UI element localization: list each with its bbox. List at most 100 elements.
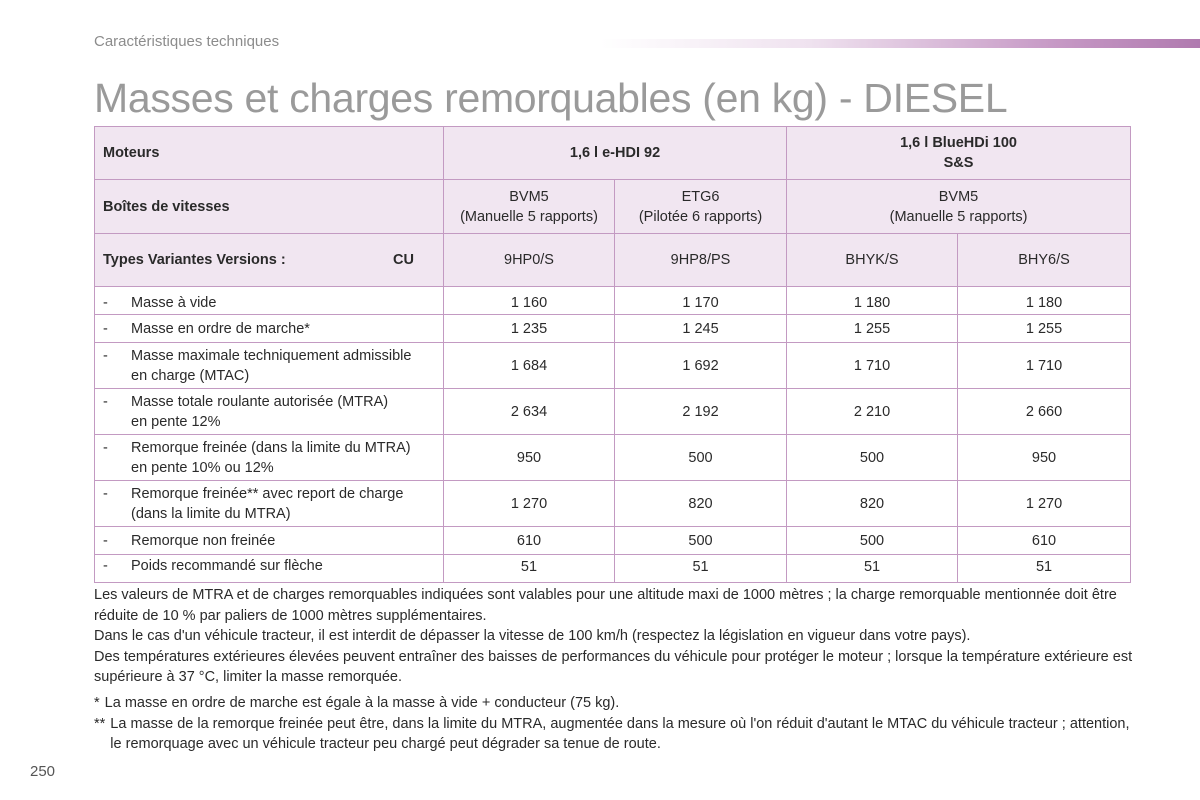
- table-row: - Masse à vide 1 160 1 170 1 180 1 180: [94, 286, 1132, 315]
- value-cell: 500: [613, 526, 788, 555]
- value-cell: 950: [957, 434, 1132, 481]
- row-label: Remorque freinée (dans la limite du MTRA…: [131, 439, 411, 456]
- table-row: - Remorque freinée (dans la limite du MTR…: [94, 434, 1132, 481]
- footnote: * La masse en ordre de marche est égale …: [94, 693, 1144, 714]
- value-cell: 1 270: [443, 480, 615, 527]
- value-cell: 610: [957, 526, 1132, 555]
- table-row: - Remorque non freinée 610 500 500 610: [94, 526, 1132, 555]
- motor-2-header: 1,6 l BlueHDi 100 S&S: [786, 126, 1132, 180]
- row-label: Masse en ordre de marche*: [131, 320, 310, 337]
- footnote-text: La masse en ordre de marche est égale à …: [104, 695, 620, 711]
- row-label-cell: - Masse maximale techniquement admissible…: [94, 342, 444, 389]
- value-cell: 1 235: [443, 314, 615, 343]
- row-label-continued: en pente 12%: [131, 413, 221, 430]
- row-label-cell: - Masse totale roulante autorisée (MTRA) e…: [94, 388, 444, 435]
- value-cell: 610: [443, 526, 615, 555]
- value-cell: 500: [613, 434, 788, 481]
- list-dash: -: [103, 320, 108, 337]
- gearbox-row: Boîtes de vitesses BVM5 (Manuelle 5 rapp…: [94, 179, 1132, 234]
- footnotes: * La masse en ordre de marche est égale …: [94, 693, 1144, 755]
- gearbox-detail: (Manuelle 5 rapports): [460, 208, 598, 225]
- table-row: - Masse en ordre de marche* 1 235 1 245 1 25…: [94, 314, 1132, 343]
- type-code: BHYK/S: [786, 233, 959, 287]
- list-dash: -: [103, 485, 108, 502]
- note-paragraph: Des températures extérieures élevées peu…: [94, 648, 1133, 686]
- weights-table: Moteurs 1,6 l e-HDI 92 1,6 l BlueHDi 100…: [94, 126, 1132, 583]
- row-label-cell: - Remorque freinée** avec report de charg…: [94, 480, 444, 527]
- footnote: ** La masse de la remorque freinée peut …: [94, 714, 1144, 755]
- value-cell: 1 255: [957, 314, 1132, 343]
- row-label-cell: - Masse à vide: [94, 286, 444, 315]
- row-label: Masse maximale techniquement admissible: [131, 347, 412, 364]
- note-paragraph: Les valeurs de MTRA et de charges remorq…: [94, 587, 1117, 624]
- value-cell: 2 660: [957, 388, 1132, 435]
- value-cell: 1 710: [786, 342, 959, 389]
- gearbox-name: BVM5: [509, 188, 549, 205]
- notes: Les valeurs de MTRA et de charges remorq…: [94, 585, 1144, 688]
- row-label-continued: (dans la limite du MTRA): [131, 505, 291, 522]
- value-cell: 500: [786, 526, 959, 555]
- value-cell: 950: [443, 434, 615, 481]
- row-label: Remorque freinée** avec report de charge: [131, 485, 404, 502]
- types-suffix: CU: [393, 252, 414, 268]
- list-dash: -: [103, 439, 108, 456]
- table-body: - Masse à vide 1 160 1 170 1 180 1 180- Masse …: [94, 286, 1132, 583]
- value-cell: 1 710: [957, 342, 1132, 389]
- header-accent-bar: [600, 39, 1200, 48]
- type-code: 9HP8/PS: [613, 233, 788, 287]
- value-cell: 1 245: [613, 314, 788, 343]
- footnote-mark: **: [94, 715, 106, 732]
- type-code: BHY6/S: [957, 233, 1132, 287]
- list-dash: -: [103, 347, 108, 364]
- value-cell: 1 684: [443, 342, 615, 389]
- motors-label: Moteurs: [94, 126, 444, 180]
- row-label-continued: en charge (MTAC): [131, 367, 250, 384]
- value-cell: 1 255: [786, 314, 959, 343]
- value-cell: 51: [786, 554, 959, 583]
- row-label: Remorque non freinée: [131, 532, 276, 549]
- gearbox-detail: (Pilotée 6 rapports): [638, 208, 763, 225]
- gearbox-2: ETG6 (Pilotée 6 rapports): [613, 179, 788, 234]
- motor-2-line1: 1,6 l BlueHDi 100: [900, 135, 1017, 151]
- value-cell: 51: [957, 554, 1132, 583]
- table-row: - Masse maximale techniquement admissible…: [94, 342, 1132, 389]
- gearbox-name: ETG6: [681, 188, 720, 205]
- row-label: Masse totale roulante autorisée (MTRA): [131, 393, 389, 410]
- list-dash: -: [103, 393, 108, 410]
- value-cell: 1 692: [613, 342, 788, 389]
- gearbox-label: Boîtes de vitesses: [94, 179, 444, 234]
- value-cell: 51: [613, 554, 788, 583]
- row-label-cell: - Remorque freinée (dans la limite du MTR…: [94, 434, 444, 481]
- value-cell: 820: [786, 480, 959, 527]
- value-cell: 820: [613, 480, 788, 527]
- row-label-cell: - Masse en ordre de marche*: [94, 314, 444, 343]
- row-label: Masse à vide: [131, 295, 217, 311]
- list-dash: -: [103, 532, 108, 549]
- types-label: Types Variantes Versions :: [103, 252, 286, 268]
- row-label-continued: en pente 10% ou 12%: [131, 459, 274, 476]
- value-cell: 1 270: [957, 480, 1132, 527]
- value-cell: 2 210: [786, 388, 959, 435]
- gearbox-detail: (Manuelle 5 rapports): [889, 208, 1028, 225]
- value-cell: 2 192: [613, 388, 788, 435]
- value-cell: 1 170: [613, 286, 788, 315]
- value-cell: 500: [786, 434, 959, 481]
- footnote-text: La masse de la remorque freinée peut êtr…: [110, 715, 1130, 753]
- page-title: Masses et charges remorquables (en kg) -…: [94, 75, 1008, 121]
- list-dash: -: [103, 295, 108, 311]
- section-label: Caractéristiques techniques: [94, 33, 280, 50]
- table-row: - Masse totale roulante autorisée (MTRA) e…: [94, 388, 1132, 435]
- value-cell: 51: [443, 554, 615, 583]
- gearbox-1: BVM5 (Manuelle 5 rapports): [443, 179, 615, 234]
- motor-2-line2: S&S: [943, 155, 974, 171]
- gearbox-3: BVM5 (Manuelle 5 rapports): [786, 179, 1132, 234]
- value-cell: 1 160: [443, 286, 615, 315]
- type-code: 9HP0/S: [443, 233, 615, 287]
- row-label: Poids recommandé sur flèche: [131, 558, 323, 574]
- table-row: - Poids recommandé sur flèche 51 51 51 51: [94, 554, 1132, 583]
- value-cell: 1 180: [957, 286, 1132, 315]
- types-label-cell: Types Variantes Versions : CU: [94, 233, 444, 287]
- footnote-mark: *: [94, 695, 100, 711]
- gearbox-name: BVM5: [938, 188, 979, 205]
- value-cell: 1 180: [786, 286, 959, 315]
